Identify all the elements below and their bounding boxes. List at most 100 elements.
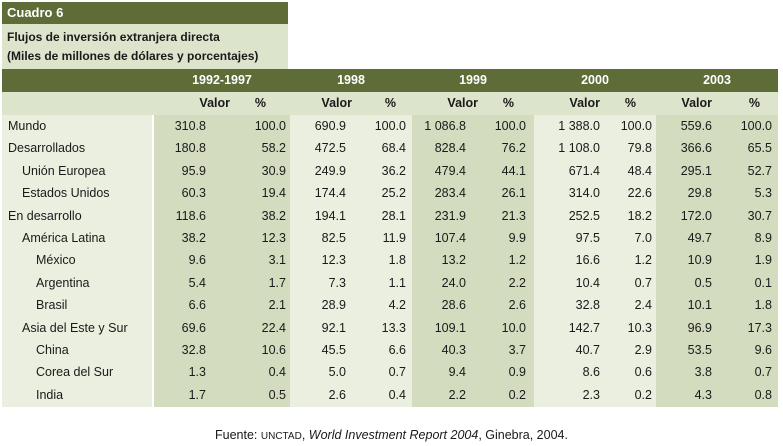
period-band-1999 — [412, 115, 534, 407]
value-cell: 314.0 — [568, 186, 600, 201]
col-header-pct: % — [254, 96, 266, 110]
subtitle-line-2: (Miles de millones de dólares y porcenta… — [7, 49, 259, 63]
value-cell: 5.0 — [328, 365, 346, 380]
percent-cell: 7.0 — [634, 231, 652, 245]
value-cell: 366.6 — [680, 141, 712, 156]
value-cell: 4.3 — [694, 387, 712, 402]
percent-cell: 68.4 — [381, 141, 406, 156]
value-cell: 310.8 — [174, 119, 206, 133]
value-cell: 142.7 — [568, 320, 600, 335]
value-cell: 29.8 — [687, 186, 712, 201]
value-cell: 283.4 — [434, 186, 466, 201]
period-header-1998: 1998 — [337, 73, 365, 87]
value-cell: 38.2 — [181, 231, 206, 245]
value-cell: 13.2 — [441, 253, 466, 268]
value-cell: 6.6 — [188, 298, 206, 313]
period-header-2003: 2003 — [703, 73, 731, 87]
row-label: China — [36, 343, 69, 357]
percent-cell: 10.6 — [261, 343, 286, 357]
percent-cell: 0.9 — [508, 365, 526, 380]
col-header-valor: Valor — [199, 96, 230, 110]
value-cell: 10.9 — [687, 253, 712, 268]
source-prefix: Fuente: — [215, 428, 261, 442]
row-label: Corea del Sur — [36, 365, 114, 380]
percent-cell: 10.0 — [501, 320, 526, 335]
value-cell: 32.8 — [181, 343, 206, 357]
percent-cell: 8.9 — [754, 231, 772, 245]
percent-cell: 19.4 — [261, 186, 286, 201]
source-suffix: , Ginebra, 2004. — [478, 428, 568, 442]
percent-cell: 2.9 — [634, 343, 652, 357]
value-cell: 2.3 — [582, 387, 600, 402]
col-header-pct: % — [502, 96, 514, 110]
value-cell: 10.4 — [575, 275, 600, 290]
source-separator: , — [301, 428, 309, 442]
percent-cell: 1.8 — [388, 253, 406, 268]
table-subtitle: Flujos de inversión extranjera directa (… — [2, 24, 288, 69]
percent-cell: 0.7 — [754, 365, 772, 380]
value-cell: 690.9 — [314, 119, 346, 133]
value-cell: 118.6 — [175, 208, 206, 223]
value-cell: 3.8 — [694, 365, 712, 380]
percent-cell: 26.1 — [501, 186, 526, 201]
period-band-1998 — [290, 115, 412, 407]
percent-cell: 0.4 — [388, 387, 406, 402]
percent-cell: 9.9 — [508, 231, 526, 245]
percent-cell: 1.7 — [268, 275, 286, 290]
percent-cell: 0.2 — [634, 387, 652, 402]
table-row: India 1.7 0.5 2.6 0.4 2.2 0.2 2.3 0.2 4.3 0.8 — [2, 384, 778, 406]
value-cell: 295.1 — [680, 163, 712, 178]
value-cell: 479.4 — [434, 163, 466, 178]
row-label: Unión Europea — [22, 163, 106, 178]
period-header-1999: 1999 — [459, 73, 487, 87]
col-header-pct: % — [624, 96, 636, 110]
table-row: México 9.6 3.1 12.3 1.8 13.2 1.2 16.6 1.2 10.9 1.9 — [2, 249, 778, 271]
source-org: UNCTAD — [260, 431, 302, 442]
percent-cell: 1.2 — [508, 253, 526, 268]
table-row: Asia del Este y Sur 69.6 22.4 92.1 13.3 109.1… — [2, 317, 778, 339]
value-cell: 96.9 — [687, 320, 712, 335]
value-cell: 32.8 — [575, 298, 600, 313]
percent-cell: 0.7 — [634, 275, 652, 290]
percent-cell: 2.2 — [508, 275, 526, 290]
percent-cell: 0.7 — [388, 365, 406, 380]
percent-cell: 100.0 — [254, 119, 286, 133]
value-cell: 60.3 — [181, 186, 206, 201]
period-header-row: 1992-1997 1998 1999 2000 2003 — [2, 69, 778, 92]
percent-cell: 100.0 — [620, 119, 652, 133]
column-header-row: Valor % Valor % Valor % Valor % Valor % — [2, 92, 778, 115]
value-cell: 231.9 — [434, 208, 466, 223]
percent-cell: 1.1 — [388, 275, 406, 290]
percent-cell: 58.2 — [261, 141, 286, 156]
percent-cell: 65.5 — [747, 141, 772, 156]
value-cell: 252.5 — [568, 208, 600, 223]
table-row: Mundo 310.8 100.0 690.9 100.0 1 086.8 100.0 1 3… — [2, 115, 778, 137]
value-cell: 1 388.0 — [558, 119, 600, 133]
percent-cell: 17.3 — [747, 320, 772, 335]
value-cell: 49.7 — [687, 231, 712, 245]
percent-cell: 52.7 — [747, 163, 772, 178]
percent-cell: 12.3 — [261, 231, 286, 245]
value-cell: 16.6 — [575, 253, 600, 268]
percent-cell: 79.8 — [627, 141, 652, 156]
percent-cell: 44.1 — [501, 163, 526, 178]
value-cell: 472.5 — [314, 141, 346, 156]
percent-cell: 9.6 — [754, 343, 772, 357]
value-cell: 1.7 — [188, 387, 206, 402]
table-row: Corea del Sur 1.3 0.4 5.0 0.7 9.4 0.9 8.6 0.6 3.8… — [2, 361, 778, 383]
value-cell: 24.0 — [441, 275, 466, 290]
period-band-2003 — [656, 115, 778, 407]
value-cell: 559.6 — [680, 119, 712, 133]
value-cell: 9.4 — [448, 365, 466, 380]
percent-cell: 100.0 — [494, 119, 526, 133]
value-cell: 1 086.8 — [424, 119, 466, 133]
col-header-valor: Valor — [569, 96, 600, 110]
value-cell: 28.6 — [441, 298, 466, 313]
row-label: Desarrollados — [8, 141, 86, 156]
percent-cell: 5.3 — [754, 186, 772, 201]
percent-cell: 1.9 — [754, 253, 772, 268]
value-cell: 9.6 — [188, 253, 206, 268]
subtitle-line-1: Flujos de inversión extranjera directa — [7, 30, 220, 44]
value-cell: 97.5 — [575, 231, 600, 245]
percent-cell: 25.2 — [381, 186, 406, 201]
